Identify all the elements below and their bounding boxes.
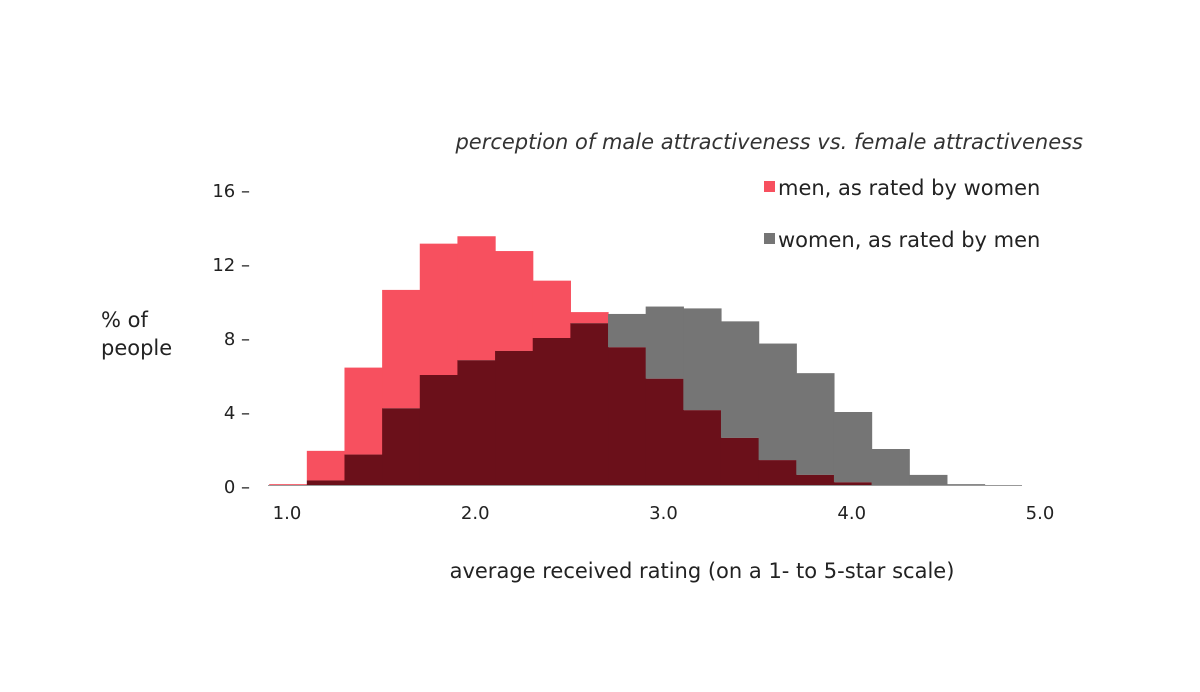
bar-overlap-15 <box>833 482 873 486</box>
bar-men-5 <box>457 236 496 361</box>
bar-overlap-5 <box>457 360 496 486</box>
bar-men-2 <box>344 367 383 455</box>
y-axis-label-line-2: people <box>101 336 172 360</box>
bar-women-10 <box>645 306 684 379</box>
x-axis-label: average received rating (on a 1- to 5-st… <box>450 559 955 583</box>
x-tick-label-1: 2.0 <box>461 503 490 524</box>
y-axis-ticks: 0 – 4 – 8 – 12 – 16 – <box>212 181 250 498</box>
legend-swatch-women <box>764 233 775 244</box>
legend-label-men: men, as rated by women <box>778 176 1040 200</box>
bar-men-1 <box>306 450 346 481</box>
y-tick-label-1: 4 – <box>224 403 250 424</box>
x-tick-label-4: 5.0 <box>1026 503 1055 524</box>
x-tick-label-0: 1.0 <box>273 503 302 524</box>
bar-women-13 <box>758 343 797 461</box>
bar-overlap-1 <box>306 480 346 486</box>
bar-overlap-13 <box>758 460 797 486</box>
x-axis-ticks: 1.0 2.0 3.0 4.0 5.0 <box>273 503 1055 524</box>
bar-men-7 <box>532 280 571 338</box>
legend-label-women: women, as rated by men <box>778 228 1040 252</box>
bar-overlap-2 <box>344 454 383 486</box>
bar-overlap-14 <box>796 474 835 486</box>
y-tick-label-4: 16 – <box>212 181 250 202</box>
bar-overlap-6 <box>495 350 534 486</box>
bar-overlap-7 <box>532 338 571 486</box>
bar-overlap-11 <box>683 410 722 486</box>
bar-women-9 <box>608 313 647 348</box>
bar-overlap-8 <box>570 323 609 486</box>
bar-women-16 <box>871 449 910 486</box>
y-tick-label-3: 12 – <box>212 255 250 276</box>
bar-overlap-4 <box>419 375 459 486</box>
bar-women-15 <box>833 412 873 483</box>
bar-overlap-3 <box>382 408 421 486</box>
bar-men-6 <box>495 251 534 351</box>
bar-overlap-10 <box>645 378 684 486</box>
chart-title: perception of male attractiveness vs. fe… <box>454 130 1083 154</box>
x-tick-label-2: 3.0 <box>649 503 678 524</box>
y-axis-label: % of people <box>101 308 172 360</box>
bar-women-11 <box>683 308 722 411</box>
bar-men-4 <box>419 243 459 375</box>
bar-overlap-9 <box>608 347 647 486</box>
bar-women-12 <box>720 321 760 438</box>
y-tick-label-0: 0 – <box>224 477 250 498</box>
bar-men-8 <box>570 312 609 324</box>
histogram-bars <box>269 236 986 486</box>
y-axis-label-line-1: % of <box>101 308 148 332</box>
legend-swatch-men <box>764 181 775 192</box>
legend: men, as rated by women women, as rated b… <box>764 176 1040 252</box>
y-tick-label-2: 8 – <box>224 329 250 350</box>
bar-overlap-12 <box>720 437 760 486</box>
bar-women-17 <box>909 474 948 486</box>
bar-men-3 <box>382 289 421 409</box>
bar-women-14 <box>796 373 835 475</box>
x-tick-label-3: 4.0 <box>837 503 866 524</box>
